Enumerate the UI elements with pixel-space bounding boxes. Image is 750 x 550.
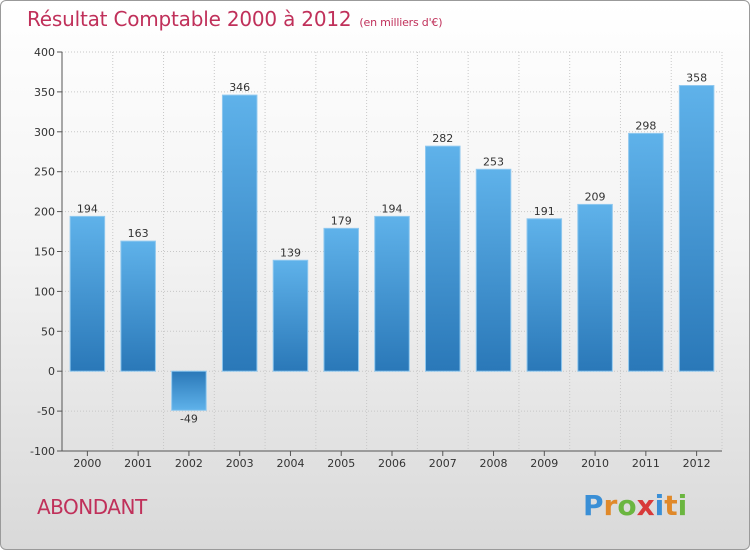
x-tick-label: 2002	[175, 457, 203, 470]
bar-2011	[628, 132, 664, 372]
data-label: 346	[229, 81, 250, 94]
bar-2005	[323, 227, 359, 372]
data-label: 282	[432, 132, 453, 145]
x-tick-label: 2010	[581, 457, 609, 470]
commune-name: ABONDANT	[37, 495, 147, 519]
y-tick-label: 100	[34, 285, 55, 298]
data-label: 358	[686, 72, 707, 85]
x-tick-label: 2011	[632, 457, 660, 470]
bar-2009	[526, 218, 563, 372]
logo-letter: x	[636, 489, 655, 522]
bar-2006	[374, 215, 410, 372]
bar-2004	[272, 259, 309, 372]
y-tick-label: 300	[34, 126, 55, 139]
data-label: 298	[635, 119, 656, 132]
data-label: -49	[180, 412, 198, 425]
logo-letter: i	[677, 489, 688, 522]
bar-2008	[475, 168, 512, 372]
proxiti-logo: Proxiti	[583, 489, 687, 522]
x-tick-label: 2005	[327, 457, 355, 470]
logo-letter: t	[664, 489, 678, 522]
x-tick-label: 2001	[124, 457, 152, 470]
data-label: 209	[585, 190, 606, 203]
x-tick-label: 2008	[480, 457, 508, 470]
bar-2010	[577, 203, 613, 372]
data-label: 163	[128, 227, 149, 240]
x-tick-label: 2012	[683, 457, 711, 470]
x-tick-label: 2009	[530, 457, 558, 470]
y-tick-label: 350	[34, 86, 55, 99]
x-tick-label: 2004	[276, 457, 304, 470]
y-tick-label: -100	[30, 445, 55, 458]
bar-2003	[221, 94, 258, 372]
title-text: Résultat Comptable 2000 à 2012	[27, 7, 352, 31]
y-tick-label: 250	[34, 166, 55, 179]
bars	[69, 85, 715, 411]
bar-2001	[120, 240, 156, 372]
logo-letter: P	[583, 489, 604, 522]
y-tick-label: 0	[48, 365, 55, 378]
axes: -100 -50 0 50 100 150 200 250 300 350 400 2000 2001 2…	[30, 46, 722, 470]
bar-2012	[678, 85, 715, 372]
logo-letter: o	[617, 489, 637, 522]
bar-2000	[69, 215, 106, 372]
chart-subtitle: (en milliers d'€)	[359, 16, 443, 29]
x-tick-label: 2006	[378, 457, 406, 470]
y-tick-label: -50	[37, 405, 55, 418]
chart-title: Résultat Comptable 2000 à 2012 (en millie…	[27, 7, 443, 31]
logo-letter: i	[654, 489, 665, 522]
bar-2007	[425, 145, 461, 372]
data-labels: 194 163 -49 346 139 179 194 282 253 191 209 298 358	[77, 72, 707, 426]
data-label: 139	[280, 246, 301, 259]
x-tick-label: 2000	[73, 457, 101, 470]
y-tick-label: 200	[34, 206, 55, 219]
x-tick-label: 2003	[226, 457, 254, 470]
x-tick-label: 2007	[429, 457, 457, 470]
bar-2002	[171, 370, 207, 411]
y-tick-label: 400	[34, 46, 55, 59]
data-label: 191	[534, 205, 555, 218]
data-label: 179	[331, 214, 352, 227]
y-tick-label: 150	[34, 246, 55, 259]
y-tick-label: 50	[41, 325, 55, 338]
data-label: 253	[483, 155, 504, 168]
data-label: 194	[77, 202, 98, 215]
logo-letter: r	[603, 489, 618, 522]
data-label: 194	[382, 202, 403, 215]
